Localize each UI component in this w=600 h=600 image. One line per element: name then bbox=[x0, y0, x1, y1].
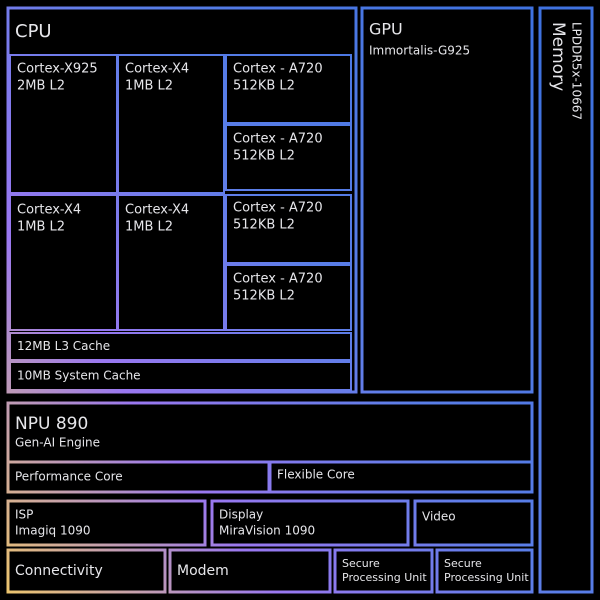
block-title: Memory bbox=[548, 22, 568, 91]
block bbox=[225, 54, 352, 124]
block-title: Cortex-X4 bbox=[125, 203, 189, 218]
block-subtitle: 512KB L2 bbox=[233, 79, 295, 94]
block-title: NPU 890 bbox=[15, 414, 88, 434]
block bbox=[117, 54, 225, 194]
block-subtitle: Processing Unit bbox=[342, 571, 427, 584]
block-title: Secure bbox=[444, 557, 482, 570]
block-title: CPU bbox=[15, 21, 52, 42]
block-subtitle: 512KB L2 bbox=[233, 289, 295, 304]
block bbox=[225, 194, 352, 264]
block bbox=[9, 361, 352, 391]
block bbox=[6, 401, 534, 464]
block-subtitle: MiraVision 1090 bbox=[219, 524, 315, 538]
block-subtitle: Processing Unit bbox=[444, 571, 529, 584]
block-subtitle: 512KB L2 bbox=[233, 218, 295, 233]
block-subtitle: 1MB L2 bbox=[17, 220, 65, 235]
block-title: GPU bbox=[369, 20, 403, 39]
block bbox=[6, 548, 167, 594]
block bbox=[6, 460, 271, 494]
block-subtitle: 1MB L2 bbox=[125, 220, 173, 235]
block-title: Cortex - A720 bbox=[233, 272, 323, 287]
block bbox=[538, 6, 594, 594]
block bbox=[9, 54, 118, 194]
block-subtitle: 512KB L2 bbox=[233, 149, 295, 164]
block bbox=[360, 6, 534, 394]
block-title: 12MB L3 Cache bbox=[17, 339, 110, 353]
block-title: Secure bbox=[342, 557, 380, 570]
block bbox=[225, 264, 352, 331]
block-title: Cortex - A720 bbox=[233, 132, 323, 147]
block-title: Cortex-X925 bbox=[17, 62, 98, 77]
block bbox=[413, 499, 534, 547]
block-title: Cortex-X4 bbox=[125, 62, 189, 77]
block-title: ISP bbox=[15, 508, 33, 522]
block-title: Cortex-X4 bbox=[17, 203, 81, 218]
block-subtitle: Gen-AI Engine bbox=[15, 436, 100, 450]
block-title: Cortex - A720 bbox=[233, 62, 323, 77]
block-title: Connectivity bbox=[15, 563, 103, 579]
block-subtitle: 2MB L2 bbox=[17, 79, 65, 94]
block bbox=[435, 548, 534, 594]
block-title: Video bbox=[422, 510, 456, 524]
block-title: Flexible Core bbox=[277, 468, 355, 482]
block bbox=[9, 194, 118, 331]
block-subtitle: LPDDR5x-10667 bbox=[570, 22, 584, 120]
block bbox=[210, 499, 410, 547]
block bbox=[225, 124, 352, 191]
block-title: Display bbox=[219, 508, 263, 522]
block-title: Modem bbox=[177, 563, 229, 579]
block-title: Cortex - A720 bbox=[233, 201, 323, 216]
block-subtitle: Imagiq 1090 bbox=[15, 524, 91, 538]
block-subtitle: 1MB L2 bbox=[125, 79, 173, 94]
block bbox=[117, 194, 225, 331]
block bbox=[6, 499, 207, 547]
block-title: Performance Core bbox=[15, 470, 123, 484]
block-subtitle: Immortalis-G925 bbox=[369, 44, 470, 58]
block-title: 10MB System Cache bbox=[17, 369, 141, 383]
block bbox=[333, 548, 434, 594]
block bbox=[9, 332, 352, 361]
block bbox=[168, 548, 332, 594]
block bbox=[268, 460, 534, 494]
